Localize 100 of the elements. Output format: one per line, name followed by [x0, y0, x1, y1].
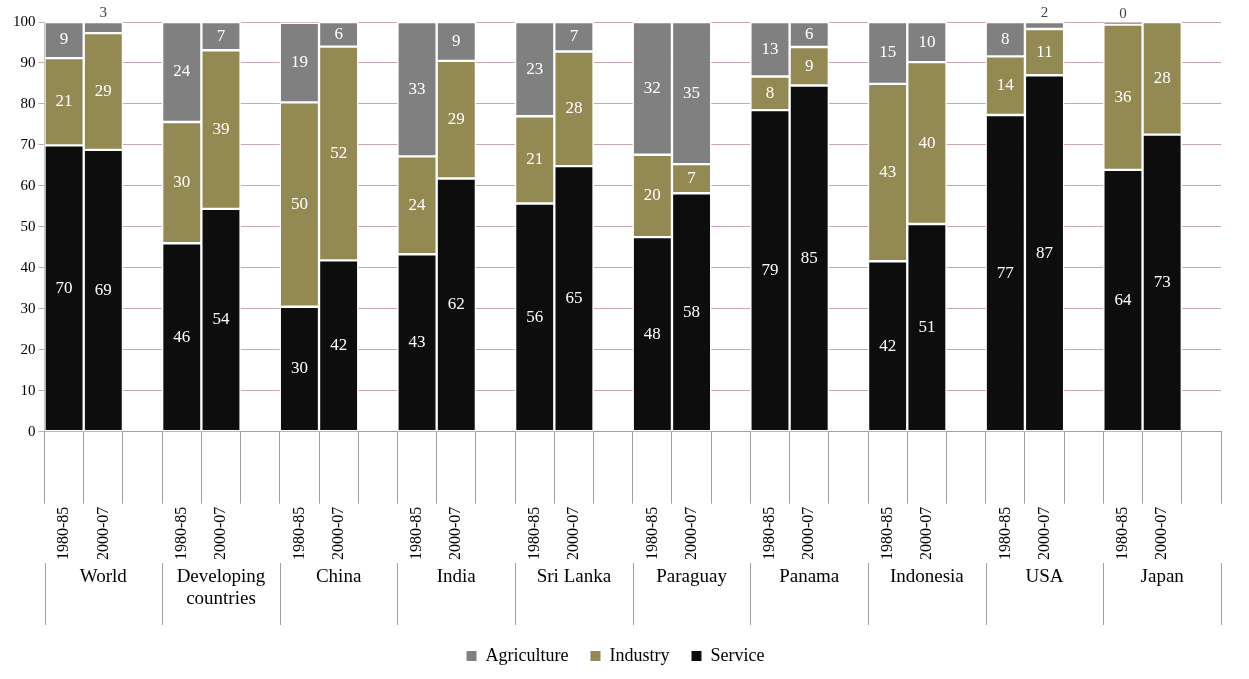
- x-tick-label: 2000-07: [93, 506, 111, 560]
- data-label: 85: [800, 247, 818, 267]
- data-label: 36: [1114, 86, 1132, 106]
- legend-label: Service: [710, 644, 765, 665]
- data-label: 64: [1114, 290, 1132, 309]
- data-label: 6: [804, 23, 814, 43]
- x-tick-label: 2000-07: [1034, 506, 1052, 560]
- data-label: 28: [1153, 67, 1171, 87]
- x-tick-label: 2000-07: [328, 506, 346, 560]
- x-tick-label: 1980-85: [407, 506, 425, 560]
- text: USA: [1025, 564, 1064, 586]
- x-tick-label: 2000-07: [1152, 506, 1170, 560]
- x-tick-label: 1980-85: [877, 506, 895, 560]
- data-label: 21: [55, 91, 73, 111]
- data-label: 28: [565, 98, 583, 118]
- data-label: 70: [55, 277, 73, 297]
- data-label: 13: [761, 38, 779, 58]
- data-label: 43: [879, 162, 897, 182]
- x-tick-label: 1980-85: [289, 506, 307, 560]
- data-label: 30: [173, 172, 191, 192]
- text: World: [79, 564, 128, 586]
- x-tick-label: 1980-85: [171, 506, 189, 560]
- data-label: 8: [1001, 28, 1010, 48]
- data-label: 10: [918, 31, 936, 51]
- y-tick-label: 40: [20, 258, 36, 275]
- data-label: 51: [918, 317, 936, 337]
- data-label: 79: [761, 260, 779, 280]
- text: India: [436, 564, 477, 586]
- data-label: 29: [447, 109, 465, 129]
- x-tick-label: 2000-07: [917, 506, 935, 560]
- y-tick-label: 30: [20, 299, 36, 316]
- text: Paraguay: [656, 564, 728, 586]
- data-label: 73: [1153, 272, 1171, 292]
- data-label: 30: [290, 358, 308, 378]
- data-label: 42: [879, 335, 897, 355]
- data-label: 7: [569, 26, 579, 46]
- x-tick-label: 2000-07: [446, 506, 464, 560]
- data-label: 3: [99, 4, 108, 21]
- data-label: 6: [334, 23, 343, 43]
- data-label: 15: [879, 42, 897, 62]
- data-label: 48: [643, 323, 661, 343]
- x-tick-label: 1980-85: [54, 506, 72, 560]
- data-label: 46: [173, 326, 191, 346]
- x-tick-label: 1980-85: [642, 506, 660, 560]
- data-label: 87: [1036, 242, 1054, 262]
- x-tick-label: 2000-07: [211, 506, 229, 560]
- data-label: 69: [94, 279, 112, 299]
- data-label: 19: [290, 52, 308, 72]
- data-label: 2: [1040, 4, 1049, 21]
- y-tick-label: 20: [20, 340, 36, 357]
- data-label: 56: [526, 306, 544, 326]
- data-label: 0: [1119, 5, 1127, 22]
- y-tick-label: 90: [20, 53, 36, 70]
- y-tick-label: 0: [28, 422, 36, 439]
- data-label: 23: [526, 58, 544, 78]
- x-tick-label: 1980-85: [995, 506, 1013, 560]
- data-label: 24: [408, 194, 427, 214]
- data-label: 9: [804, 55, 814, 75]
- data-label: 62: [447, 294, 465, 314]
- text: Japan: [1140, 564, 1185, 586]
- y-tick-label: 80: [20, 94, 36, 111]
- data-label: 32: [643, 77, 661, 97]
- data-label: 54: [212, 309, 230, 329]
- x-tick-label: 1980-85: [760, 506, 778, 560]
- data-label: 40: [918, 132, 936, 152]
- y-tick-label: 10: [20, 381, 36, 398]
- text: Developing countries: [176, 564, 266, 608]
- text: Sri Lanka: [536, 564, 612, 586]
- data-label: 21: [526, 149, 544, 169]
- y-tick-label: 60: [20, 176, 36, 193]
- legend-label: Agriculture: [485, 644, 569, 665]
- data-label: 7: [216, 25, 226, 45]
- y-tick-label: 70: [20, 135, 36, 152]
- data-label: 20: [643, 185, 661, 205]
- text: China: [315, 564, 362, 586]
- y-tick-label: 100: [13, 12, 36, 29]
- data-label: 39: [212, 119, 230, 139]
- text: Panama: [779, 564, 840, 586]
- data-label: 77: [996, 262, 1015, 282]
- x-tick-label: 1980-85: [524, 506, 542, 560]
- data-label: 29: [94, 80, 112, 100]
- data-label: 58: [683, 301, 701, 321]
- data-label: 14: [996, 75, 1015, 95]
- data-label: 9: [59, 29, 69, 49]
- x-tick-label: 2000-07: [681, 506, 699, 560]
- x-tick-label: 1980-85: [1113, 506, 1131, 560]
- y-tick-label: 50: [20, 217, 36, 234]
- data-label: 35: [683, 82, 701, 102]
- data-label: 24: [173, 61, 191, 81]
- data-label: 7: [687, 168, 697, 188]
- data-label: 52: [330, 142, 348, 162]
- data-label: 43: [408, 332, 426, 352]
- data-label: 33: [408, 78, 426, 98]
- text: Indonesia: [889, 564, 965, 586]
- data-label: 50: [290, 193, 308, 213]
- x-tick-label: 2000-07: [799, 506, 817, 560]
- data-label: 9: [452, 30, 461, 50]
- data-label: 42: [330, 335, 348, 355]
- data-label: 11: [1036, 41, 1053, 61]
- x-tick-label: 2000-07: [564, 506, 582, 560]
